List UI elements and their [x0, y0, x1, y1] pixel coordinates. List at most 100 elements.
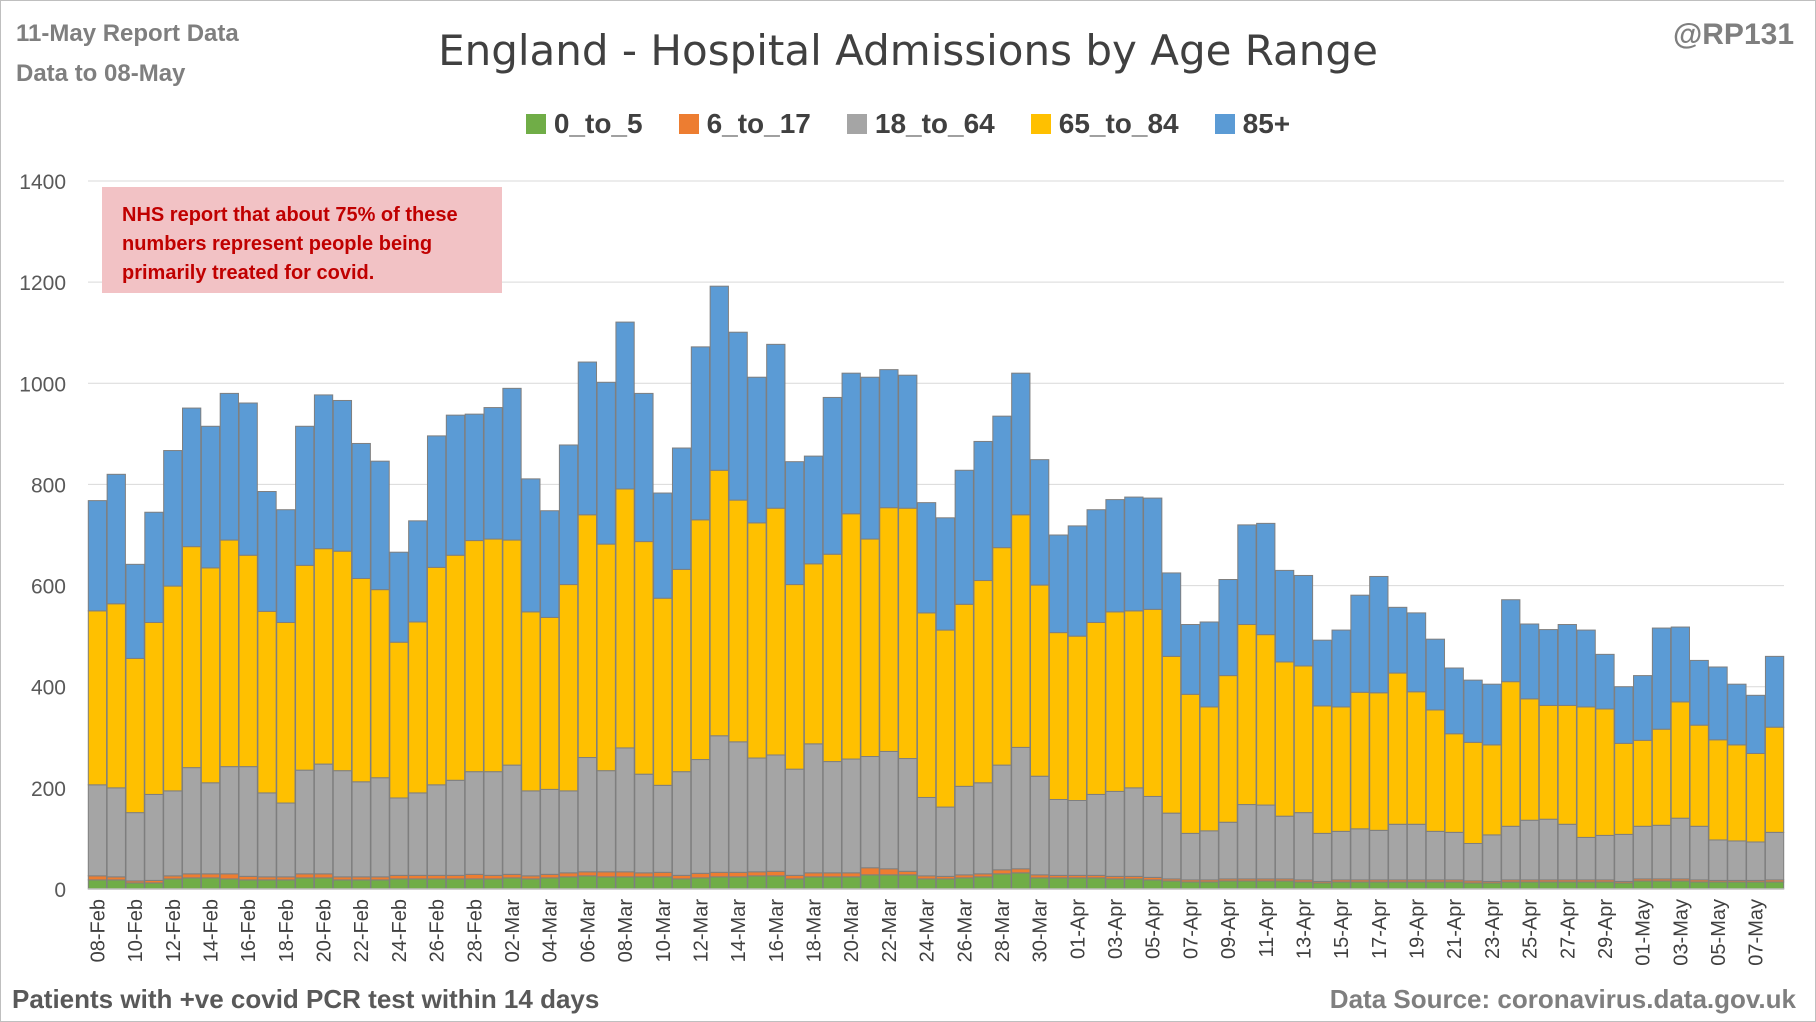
bar-segment-85-plus — [709, 285, 729, 471]
bar-segment-85-plus — [502, 387, 522, 541]
bar-segment-18-to-64 — [1406, 823, 1427, 881]
bar-segment-18-to-64 — [1124, 787, 1144, 877]
legend-swatch-85-plus — [1214, 114, 1235, 134]
bar-segment-65-to-84 — [1595, 708, 1615, 836]
bar-segment-0-to-5 — [1218, 880, 1238, 890]
bar-segment-65-to-84 — [144, 621, 164, 795]
bar-segment-6-to-17 — [634, 872, 654, 878]
bar-segment-85-plus — [747, 376, 767, 524]
bar-segment-0-to-5 — [483, 878, 503, 890]
bar-segment-65-to-84 — [615, 488, 635, 749]
bar-segment-85-plus — [1689, 659, 1709, 726]
x-tick-label: 03-Apr — [1105, 899, 1127, 959]
bar-segment-18-to-64 — [1274, 815, 1295, 880]
bar-segment-85-plus — [1369, 575, 1389, 694]
x-tick-label: 17-Apr — [1369, 899, 1391, 959]
bar-segment-0-to-5 — [1576, 881, 1596, 890]
bar-segment-0-to-5 — [1614, 882, 1634, 890]
bar-segment-65-to-84 — [295, 564, 315, 771]
bar-segment-65-to-84 — [841, 513, 861, 760]
bar-segment-85-plus — [408, 520, 428, 623]
bar-segment-18-to-64 — [803, 743, 824, 874]
bar-segment-18-to-64 — [1312, 832, 1332, 882]
bar-segment-85-plus — [1086, 509, 1106, 623]
bar-segment-65-to-84 — [634, 541, 654, 775]
bar-segment-85-plus — [634, 392, 654, 543]
bar-segment-65-to-84 — [1727, 744, 1747, 842]
bar-segment-85-plus — [1293, 574, 1314, 667]
bar-segment-0-to-5 — [1030, 877, 1050, 890]
bar-segment-0-to-5 — [1048, 877, 1069, 890]
bar-segment-0-to-5 — [1105, 878, 1125, 890]
report-info: 11-May Report Data Data to 08-May — [16, 14, 239, 94]
bar-segment-0-to-5 — [1256, 880, 1276, 890]
x-tick-label: 10-Mar — [653, 899, 675, 963]
bar-segment-0-to-5 — [219, 878, 239, 890]
bar-segment-0-to-5 — [1180, 881, 1201, 890]
legend-item-65-to-84: 65_to_84 — [1030, 108, 1179, 140]
y-tick-label: 1000 — [19, 373, 66, 396]
bar-segment-0-to-5 — [747, 875, 767, 890]
bar-segment-0-to-5 — [1274, 880, 1295, 890]
bar-segment-18-to-64 — [653, 784, 673, 873]
bar-segment-0-to-5 — [1143, 879, 1163, 890]
bar-segment-0-to-5 — [973, 876, 993, 890]
bar-segment-0-to-5 — [1406, 881, 1427, 890]
bar-segment-6-to-17 — [898, 870, 918, 876]
bar-segment-6-to-17 — [502, 873, 522, 879]
bar-segment-85-plus — [992, 415, 1012, 549]
bar-segment-6-to-17 — [728, 871, 748, 878]
x-tick-label: 20-Feb — [314, 899, 336, 962]
bar-segment-18-to-64 — [1501, 825, 1521, 881]
x-tick-label: 16-Feb — [238, 899, 260, 962]
y-tick-label: 400 — [31, 677, 66, 700]
bar-segment-6-to-17 — [87, 875, 108, 881]
bar-segment-18-to-64 — [540, 788, 560, 875]
bar-segment-65-to-84 — [106, 603, 126, 789]
bar-segment-85-plus — [879, 369, 899, 509]
bar-segment-18-to-64 — [502, 764, 522, 875]
bar-segment-18-to-64 — [1670, 817, 1690, 880]
report-date: 11-May Report Data — [16, 20, 239, 47]
bar-segment-0-to-5 — [822, 876, 842, 890]
bar-segment-18-to-64 — [634, 773, 654, 874]
bar-segment-18-to-64 — [898, 758, 918, 872]
bar-segment-65-to-84 — [1482, 744, 1502, 836]
bar-segment-18-to-64 — [1350, 828, 1370, 881]
x-tick-label: 11-Apr — [1256, 899, 1278, 958]
bar-segment-18-to-64 — [426, 784, 447, 876]
legend-item-18-to-64: 18_to_64 — [846, 108, 995, 140]
bar-segment-0-to-5 — [1331, 881, 1351, 890]
bar-segment-18-to-64 — [1161, 812, 1182, 880]
bar-segment-65-to-84 — [1746, 752, 1766, 843]
author-handle: @RP131 — [1673, 18, 1794, 51]
bar-segment-18-to-64 — [370, 777, 390, 878]
data-source: Data Source: coronavirus.data.gov.uk — [1329, 984, 1796, 1014]
bar-segment-0-to-5 — [257, 879, 277, 890]
bar-segment-65-to-84 — [313, 548, 334, 765]
bar-segment-0-to-5 — [709, 876, 729, 890]
bar-segment-0-to-5 — [521, 878, 541, 890]
bar-segment-0-to-5 — [1746, 881, 1766, 890]
bar-segment-85-plus — [1124, 496, 1144, 612]
bar-segment-0-to-5 — [1425, 881, 1446, 890]
bar-segment-0-to-5 — [1708, 881, 1728, 890]
bar-segment-65-to-84 — [1350, 691, 1370, 830]
bar-segment-18-to-64 — [558, 790, 579, 874]
bar-segment-85-plus — [1633, 675, 1653, 741]
bar-segment-85-plus — [426, 435, 447, 568]
bar-segment-85-plus — [483, 407, 503, 540]
bar-segment-65-to-84 — [822, 553, 842, 763]
bar-segment-18-to-64 — [860, 756, 880, 869]
legend-swatch-65-to-84 — [1030, 114, 1051, 134]
bar-segment-85-plus — [1218, 579, 1238, 677]
legend-label-85-plus: 85+ — [1242, 108, 1291, 139]
bar-segment-0-to-5 — [1199, 881, 1219, 890]
bar-segment-18-to-64 — [671, 771, 692, 876]
bar-segment-65-to-84 — [1576, 706, 1596, 838]
chart-title: England - Hospital Admissions by Age Ran… — [438, 26, 1378, 75]
bar-segment-6-to-17 — [540, 873, 560, 879]
bar-segment-6-to-17 — [785, 874, 805, 880]
bar-segment-65-to-84 — [653, 597, 673, 786]
